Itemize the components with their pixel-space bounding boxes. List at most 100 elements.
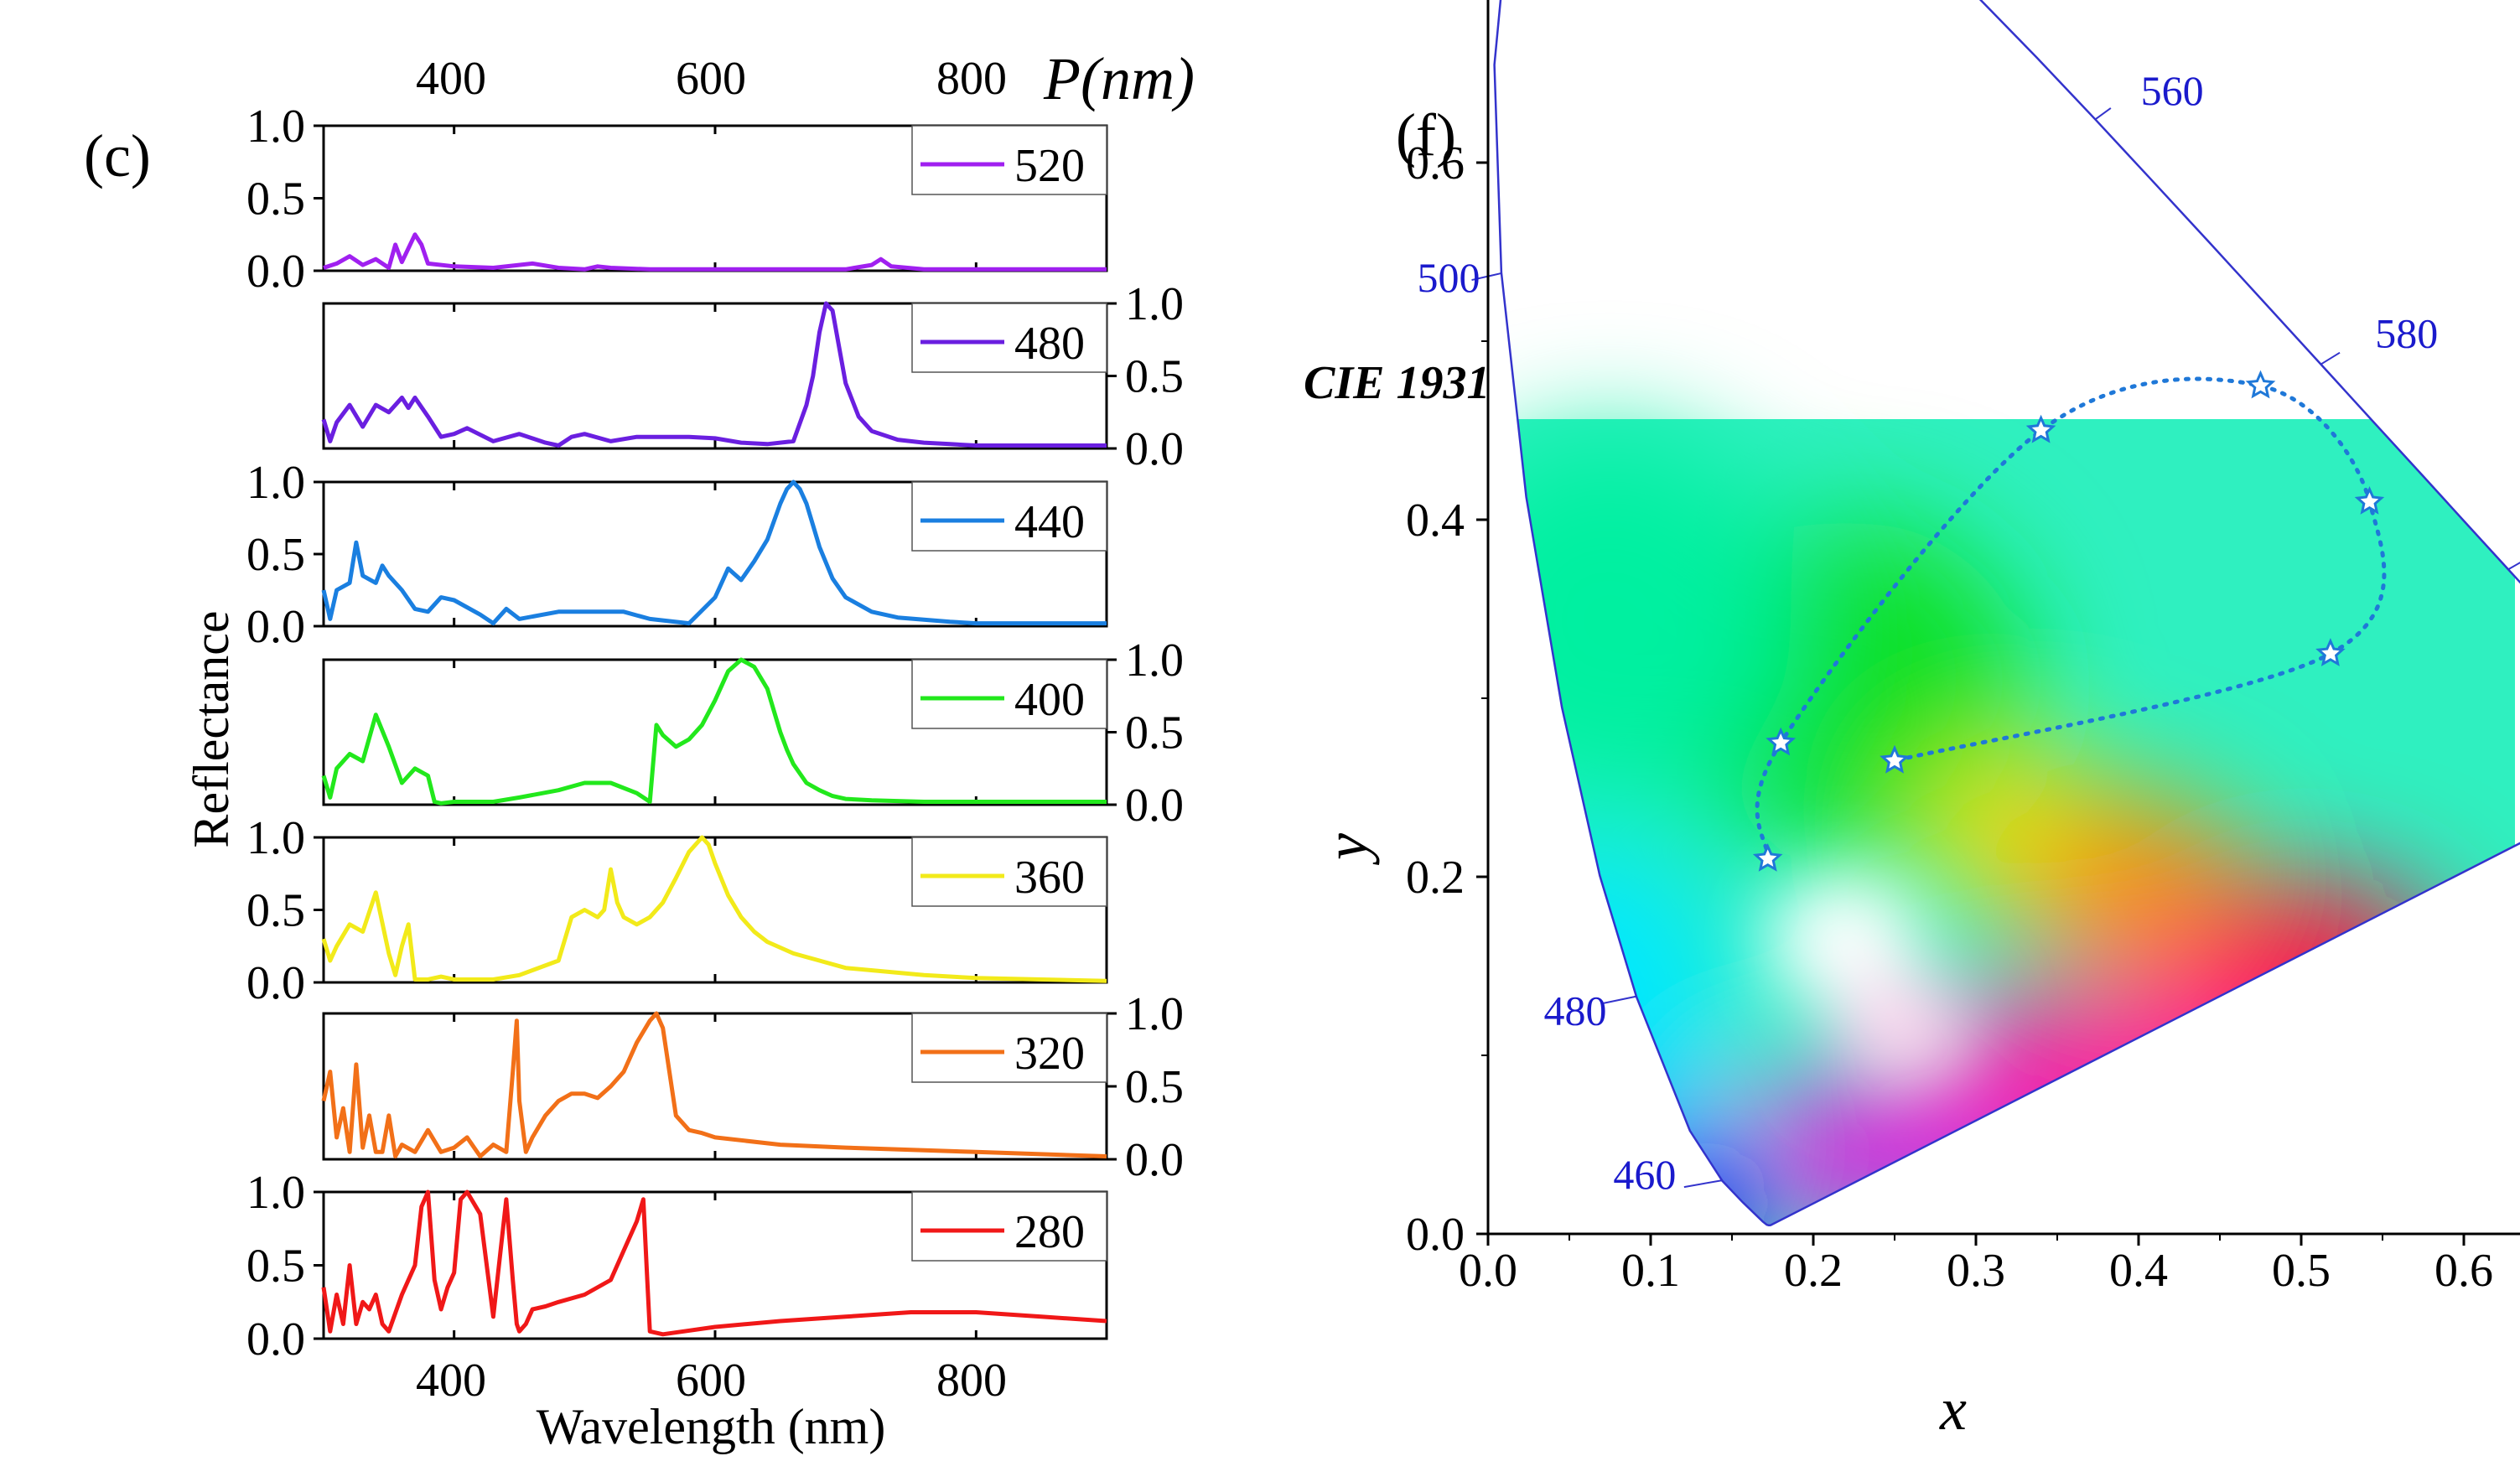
legend-box — [911, 659, 1107, 729]
legend-320: 320 — [911, 1013, 1107, 1083]
trajectory-point-320 — [1766, 727, 1797, 756]
trajectory-point-360 — [2025, 414, 2056, 443]
legend-400: 400 — [911, 659, 1107, 729]
bottom-axis: 400 600 800 — [416, 1355, 1007, 1407]
cie-y-axis-title: y — [1313, 833, 1380, 866]
legend-280: 280 — [911, 1191, 1107, 1262]
cie-y-tick-label: 0.4 — [1406, 495, 1465, 547]
cie-x-tick-label: 0.5 — [2272, 1245, 2331, 1297]
panel-c-label: (c) — [84, 122, 151, 189]
legend-box — [911, 303, 1107, 373]
wavelength-label-500: 500 — [1418, 254, 1480, 301]
y-tick-label: 1.0 — [246, 101, 305, 153]
wavelength-tick — [1683, 1179, 1723, 1189]
y-tick-label: 0.5 — [1125, 351, 1184, 403]
wavelength-label-480: 480 — [1544, 987, 1607, 1034]
trajectory-point-440 — [2354, 485, 2385, 515]
y-tick-label: 0.0 — [246, 1314, 305, 1365]
y-tick-label: 0.5 — [246, 885, 305, 937]
cie-x-tick-label: 0.3 — [1947, 1245, 2005, 1297]
wavelength-label-460: 460 — [1613, 1151, 1676, 1198]
spectral-locus — [1493, 0, 2520, 1227]
subplot-480: 0.0 0.5 1.0 480 — [321, 278, 1184, 475]
top-axis: 400 600 800 — [416, 53, 1007, 105]
legend-box — [911, 1191, 1107, 1262]
legend-480: 480 — [911, 303, 1107, 373]
wavelength-tick — [1471, 272, 1501, 282]
y-tick-label: 0.0 — [1125, 1134, 1184, 1186]
wavelength-tick — [2094, 107, 2112, 121]
legend-label: 320 — [1014, 1028, 1085, 1080]
subplots: 0.00.51.05200.00.51.04800.00.51.04400.00… — [246, 101, 1184, 1365]
wavelength-tick — [2320, 351, 2341, 365]
legend-440: 440 — [911, 481, 1107, 552]
top-tick-label: 400 — [416, 53, 486, 105]
legend-label: 480 — [1014, 318, 1085, 370]
wavelength-tick — [1603, 995, 1636, 1004]
y-tick-label: 1.0 — [1125, 988, 1184, 1040]
legend-label: 440 — [1014, 496, 1085, 548]
y-axis-title: Reflectance — [184, 610, 239, 847]
trajectory-points — [1752, 370, 2385, 872]
cie-x-tick-label: 0.1 — [1621, 1245, 1680, 1297]
top-tick-label: 800 — [936, 53, 1007, 105]
y-tick-label: 1.0 — [246, 812, 305, 864]
legend-360: 360 — [911, 837, 1107, 907]
panel-c: (c) P(nm) 400 600 800 0.0 0.5 1.0 520 0.0 0.5… — [84, 45, 1195, 1454]
panel-f: (f) CIE 1931 46048050052 — [1304, 0, 2520, 1443]
cie-axes: 0.00.10.20.30.40.50.60.70.80.00.20.40.60… — [1406, 0, 2520, 1297]
y-tick-label: 0.5 — [1125, 1061, 1184, 1113]
subplot-520: 0.0 0.5 1.0 520 — [246, 101, 1108, 298]
y-tick-label: 0.0 — [1125, 423, 1184, 475]
series-line-440 — [321, 479, 1107, 626]
cie-x-axis-title: x — [1939, 1376, 1967, 1443]
y-tick-label: 1.0 — [246, 1167, 305, 1219]
wavelength-label-580: 580 — [2375, 310, 2438, 357]
cie-title: CIE 1931 — [1304, 357, 1491, 409]
series-line-480 — [321, 301, 1107, 448]
legend-label: 360 — [1014, 852, 1085, 904]
y-tick-label: 0.5 — [246, 174, 305, 225]
x-tick-label: 400 — [416, 1355, 486, 1407]
legend-box — [911, 125, 1107, 195]
legend-box — [911, 1013, 1107, 1083]
cie-y-tick-label: 0.6 — [1406, 137, 1465, 189]
legend-box — [911, 837, 1107, 907]
series-line-320 — [321, 1011, 1107, 1158]
y-tick-label: 1.0 — [246, 457, 305, 509]
x-axis-title: Wavelength (nm) — [537, 1399, 886, 1454]
trajectory-point-400 — [2245, 370, 2276, 399]
subplot-400: 0.0 0.5 1.0 400 — [321, 635, 1184, 832]
legend-label: 280 — [1014, 1206, 1085, 1258]
series-line-280 — [321, 1189, 1107, 1337]
y-tick-label: 0.0 — [1125, 780, 1184, 832]
legend-label: 520 — [1014, 140, 1085, 192]
subplot-280: 0.0 0.5 1.0 280 — [246, 1167, 1108, 1365]
x-tick-label: 800 — [936, 1355, 1007, 1407]
legend-label: 400 — [1014, 674, 1085, 726]
legend-box — [911, 481, 1107, 552]
wavelength-label-560: 560 — [2141, 67, 2204, 114]
trajectory-point-480 — [2315, 638, 2346, 666]
y-tick-label: 1.0 — [1125, 635, 1184, 687]
subplot-360: 0.0 0.5 1.0 360 — [246, 812, 1108, 1009]
y-tick-label: 0.5 — [1125, 707, 1184, 759]
legend-520: 520 — [911, 125, 1107, 195]
y-tick-label: 0.0 — [246, 246, 305, 298]
cie-x-tick-label: 0.2 — [1784, 1245, 1843, 1297]
cie-y-tick-label: 0.0 — [1406, 1209, 1465, 1261]
x-tick-label: 600 — [676, 1355, 746, 1407]
y-tick-label: 0.0 — [246, 957, 305, 1009]
top-axis-title: P(nm) — [1043, 45, 1195, 112]
cie-x-tick-label: 0.0 — [1459, 1245, 1517, 1297]
y-tick-label: 1.0 — [1125, 278, 1184, 330]
wavelength-tick — [2507, 562, 2520, 571]
subplot-440: 0.0 0.5 1.0 440 — [246, 457, 1108, 653]
y-tick-label: 0.5 — [246, 529, 305, 581]
wavelength-labels: 460480500520540560580600620 — [1418, 67, 2520, 1198]
trajectory-point-520 — [1880, 744, 1910, 774]
panel-f-label: (f) — [1396, 101, 1456, 168]
y-tick-label: 0.0 — [246, 601, 305, 653]
subplot-320: 0.0 0.5 1.0 320 — [321, 988, 1184, 1186]
